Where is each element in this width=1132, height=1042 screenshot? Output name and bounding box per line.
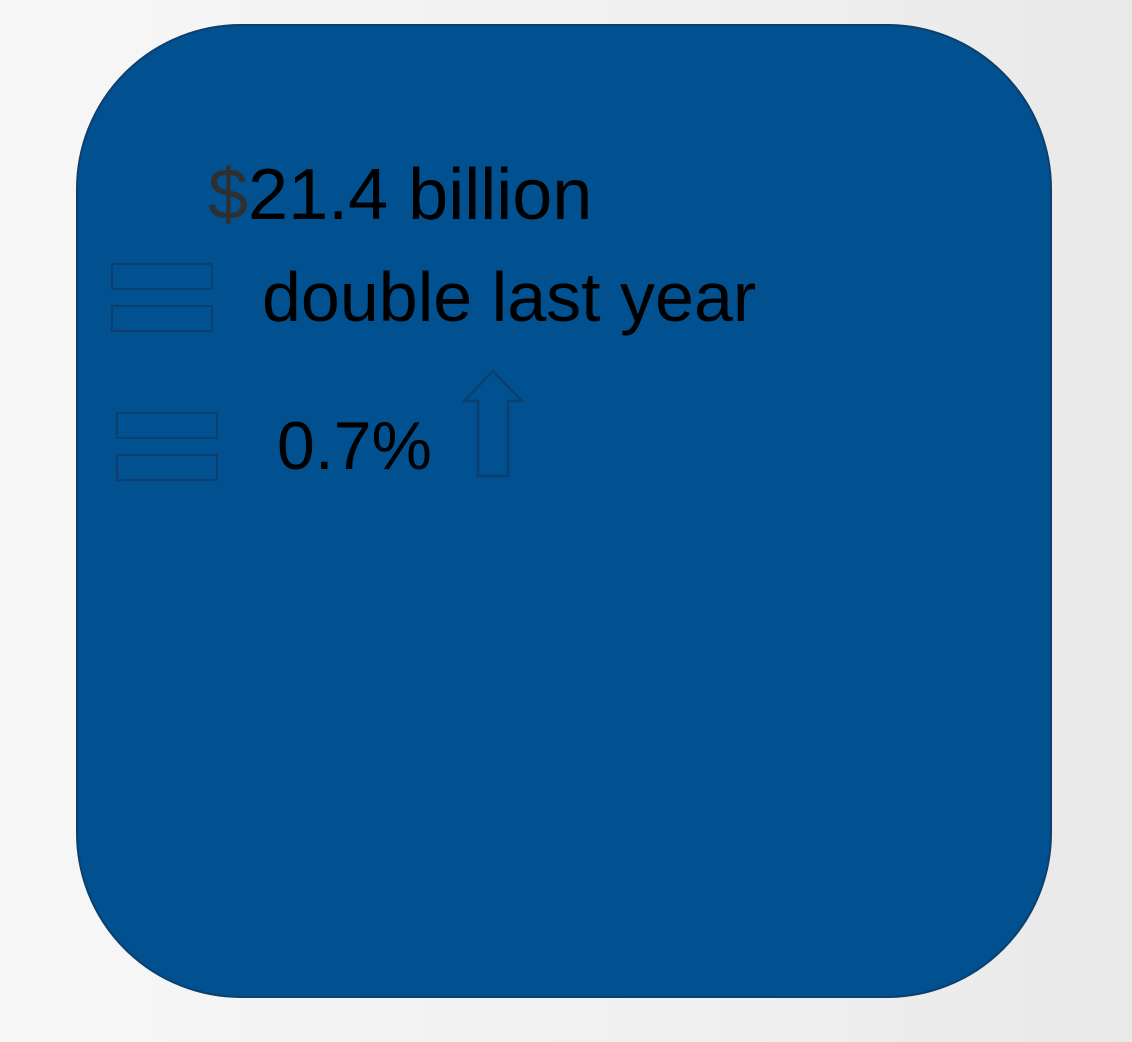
bar-top: [111, 263, 213, 290]
arrow-up-icon: [462, 369, 524, 478]
amount-text: $21.4 billion: [208, 159, 592, 231]
bars-icon: [111, 263, 215, 335]
percent-text: 0.7%: [277, 408, 432, 484]
bar-bottom: [111, 305, 213, 332]
bar-bottom: [116, 454, 218, 481]
bars-icon: [116, 412, 220, 484]
dollar-sign: $: [208, 155, 249, 235]
comparison-text: double last year: [262, 258, 757, 336]
stat-card: [76, 24, 1052, 998]
amount-value: 21.4 billion: [248, 155, 593, 235]
bar-top: [116, 412, 218, 439]
